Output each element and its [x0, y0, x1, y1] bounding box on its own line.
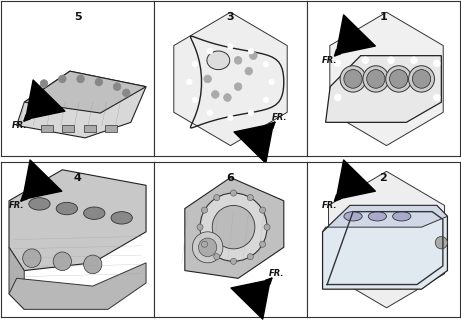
Circle shape — [95, 78, 103, 86]
Circle shape — [433, 94, 440, 101]
Circle shape — [207, 110, 213, 116]
Circle shape — [260, 241, 266, 247]
Text: 6: 6 — [226, 173, 235, 183]
Text: 1: 1 — [379, 12, 387, 22]
Circle shape — [228, 44, 233, 49]
Circle shape — [334, 60, 341, 67]
Circle shape — [362, 57, 368, 64]
Polygon shape — [323, 205, 448, 232]
Circle shape — [340, 66, 366, 92]
Circle shape — [363, 66, 389, 92]
Circle shape — [230, 190, 236, 196]
Text: FR.: FR. — [272, 113, 287, 122]
Text: 3: 3 — [227, 12, 234, 22]
Circle shape — [224, 94, 231, 101]
Circle shape — [200, 193, 267, 261]
Circle shape — [201, 207, 207, 213]
Circle shape — [192, 61, 198, 67]
Polygon shape — [329, 171, 444, 308]
Ellipse shape — [207, 51, 230, 70]
Circle shape — [408, 66, 434, 92]
Ellipse shape — [393, 212, 411, 221]
Circle shape — [23, 249, 41, 268]
Circle shape — [366, 70, 385, 88]
Bar — [83, 125, 96, 132]
Circle shape — [204, 75, 212, 83]
Text: 5: 5 — [74, 12, 81, 22]
Circle shape — [212, 205, 255, 249]
Circle shape — [334, 94, 341, 101]
Bar — [62, 125, 75, 132]
Circle shape — [59, 75, 66, 83]
Circle shape — [192, 232, 223, 263]
Circle shape — [77, 75, 84, 83]
Ellipse shape — [29, 198, 50, 210]
Text: 2: 2 — [379, 173, 387, 183]
Circle shape — [390, 70, 408, 88]
Circle shape — [245, 67, 253, 75]
Text: FR.: FR. — [269, 269, 284, 278]
Circle shape — [413, 70, 431, 88]
Circle shape — [40, 80, 48, 87]
Circle shape — [199, 238, 217, 257]
Text: FR.: FR. — [322, 201, 338, 210]
Ellipse shape — [368, 212, 386, 221]
Circle shape — [435, 236, 448, 249]
Circle shape — [386, 66, 412, 92]
Polygon shape — [24, 71, 146, 113]
Ellipse shape — [56, 202, 77, 215]
Circle shape — [207, 48, 213, 54]
Bar — [41, 125, 53, 132]
Circle shape — [247, 254, 254, 260]
Polygon shape — [9, 170, 146, 271]
Bar — [105, 125, 117, 132]
Polygon shape — [9, 263, 146, 309]
Circle shape — [269, 79, 274, 85]
Circle shape — [263, 61, 269, 67]
Circle shape — [234, 83, 242, 91]
Circle shape — [214, 195, 220, 201]
Circle shape — [411, 57, 417, 64]
Circle shape — [212, 91, 219, 98]
Text: FR.: FR. — [12, 121, 27, 130]
Circle shape — [113, 83, 121, 91]
Circle shape — [83, 255, 102, 274]
Polygon shape — [325, 56, 441, 122]
Circle shape — [260, 207, 266, 213]
Circle shape — [192, 97, 198, 103]
Polygon shape — [17, 71, 146, 138]
Circle shape — [248, 48, 254, 54]
Circle shape — [228, 115, 233, 121]
Text: FR.: FR. — [9, 201, 24, 210]
Text: FR.: FR. — [322, 56, 338, 65]
Circle shape — [388, 57, 395, 64]
Circle shape — [433, 60, 440, 67]
Circle shape — [230, 258, 236, 264]
Ellipse shape — [344, 212, 362, 221]
Circle shape — [187, 79, 192, 85]
Circle shape — [264, 224, 270, 230]
Circle shape — [53, 252, 71, 271]
Circle shape — [123, 89, 130, 97]
Polygon shape — [9, 247, 24, 309]
Polygon shape — [174, 12, 287, 146]
Polygon shape — [323, 205, 448, 289]
Circle shape — [214, 254, 220, 260]
Circle shape — [234, 56, 242, 64]
Circle shape — [197, 224, 203, 230]
Polygon shape — [185, 178, 284, 278]
Circle shape — [248, 110, 254, 116]
Circle shape — [201, 241, 207, 247]
Circle shape — [247, 195, 254, 201]
Circle shape — [263, 97, 269, 103]
Circle shape — [249, 52, 257, 60]
Polygon shape — [330, 12, 443, 146]
Circle shape — [344, 70, 362, 88]
Ellipse shape — [83, 207, 105, 220]
Text: 4: 4 — [74, 173, 82, 183]
Ellipse shape — [111, 212, 132, 224]
